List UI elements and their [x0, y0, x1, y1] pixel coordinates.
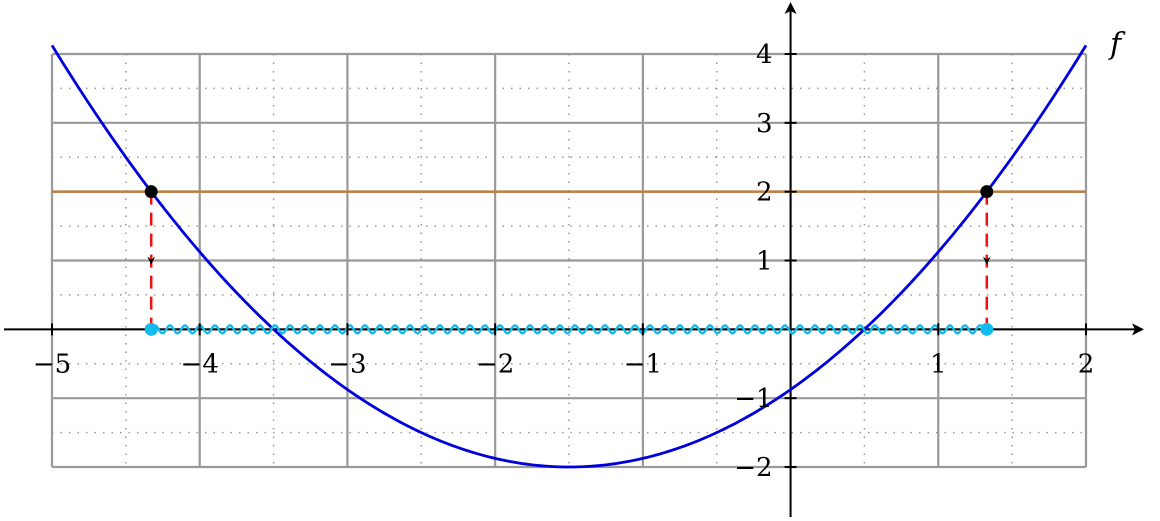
solution-wavy-line: [150, 324, 988, 335]
y-tick-label: 4: [756, 40, 773, 70]
x-tick-label: 2: [1078, 349, 1095, 379]
series-layer: [50, 44, 1088, 469]
y-tick-label: −2: [734, 453, 772, 483]
intersection-point: [980, 185, 994, 199]
y-tick-label: 1: [756, 247, 773, 277]
projected-point: [980, 322, 994, 336]
y-tick-label: 3: [756, 109, 773, 139]
ticks-layer: −5 −4 −3 −2 −1 1 2 −2 −1 1 2 3 4: [33, 40, 1094, 483]
x-tick-label: 1: [930, 349, 947, 379]
parabola-series: [50, 44, 1088, 469]
y-tick-label: −1: [734, 384, 772, 414]
x-tick-label: −3: [328, 349, 366, 379]
function-label: f: [1108, 27, 1126, 62]
projection-arrow-icon: [147, 256, 156, 265]
x-tick-label: −1: [624, 349, 662, 379]
x-tick-label: −2: [476, 349, 514, 379]
x-tick-label: −4: [181, 349, 219, 379]
intersection-point: [144, 185, 158, 199]
y-tick-label: 2: [756, 178, 773, 208]
annotation-layer: [144, 185, 994, 336]
projected-point: [144, 322, 158, 336]
x-tick-label: −5: [33, 349, 71, 379]
projection-arrow-icon: [982, 256, 991, 265]
